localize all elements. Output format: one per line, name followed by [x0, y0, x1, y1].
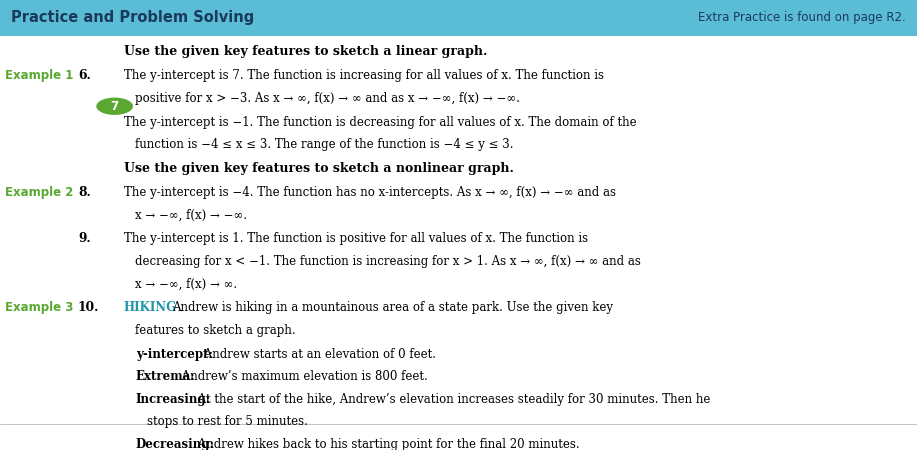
Text: Example 2: Example 2: [5, 186, 73, 199]
Text: function is −4 ≤ x ≤ 3. The range of the function is −4 ≤ y ≤ 3.: function is −4 ≤ x ≤ 3. The range of the…: [135, 138, 514, 151]
Text: Example 3: Example 3: [5, 302, 73, 315]
Text: x → −∞, f(x) → −∞.: x → −∞, f(x) → −∞.: [135, 209, 247, 221]
Text: Example 1: Example 1: [5, 69, 73, 82]
Text: x → −∞, f(x) → ∞.: x → −∞, f(x) → ∞.: [135, 278, 237, 291]
Text: Andrew is hiking in a mountainous area of a state park. Use the given key: Andrew is hiking in a mountainous area o…: [172, 302, 613, 315]
Text: 6.: 6.: [78, 69, 91, 82]
Text: Andrew starts at an elevation of 0 feet.: Andrew starts at an elevation of 0 feet.: [200, 348, 436, 361]
Text: At the start of the hike, Andrew’s elevation increases steadily for 30 minutes. : At the start of the hike, Andrew’s eleva…: [194, 393, 711, 406]
FancyBboxPatch shape: [0, 0, 917, 36]
Text: stops to rest for 5 minutes.: stops to rest for 5 minutes.: [147, 415, 307, 428]
Text: Use the given key features to sketch a nonlinear graph.: Use the given key features to sketch a n…: [124, 162, 514, 175]
Text: Extrema:: Extrema:: [136, 370, 195, 383]
Text: positive for x > −3. As x → ∞, f(x) → ∞ and as x → −∞, f(x) → −∞.: positive for x > −3. As x → ∞, f(x) → ∞ …: [135, 92, 520, 105]
Text: Use the given key features to sketch a linear graph.: Use the given key features to sketch a l…: [124, 45, 487, 58]
Text: Practice and Problem Solving: Practice and Problem Solving: [11, 10, 254, 25]
Text: y-intercept:: y-intercept:: [136, 348, 213, 361]
Text: Andrew’s maximum elevation is 800 feet.: Andrew’s maximum elevation is 800 feet.: [178, 370, 428, 383]
Text: Increasing:: Increasing:: [136, 393, 211, 406]
Text: The y-intercept is −1. The function is decreasing for all values of x. The domai: The y-intercept is −1. The function is d…: [124, 116, 636, 129]
Text: decreasing for x < −1. The function is increasing for x > 1. As x → ∞, f(x) → ∞ : decreasing for x < −1. The function is i…: [135, 255, 641, 268]
Text: 10.: 10.: [78, 302, 99, 315]
Text: The y-intercept is 7. The function is increasing for all values of x. The functi: The y-intercept is 7. The function is in…: [124, 69, 603, 82]
Text: Andrew hikes back to his starting point for the final 20 minutes.: Andrew hikes back to his starting point …: [194, 438, 580, 450]
Text: Extra Practice is found on page R2.: Extra Practice is found on page R2.: [698, 11, 906, 24]
Text: The y-intercept is 1. The function is positive for all values of x. The function: The y-intercept is 1. The function is po…: [124, 233, 588, 245]
Text: features to sketch a graph.: features to sketch a graph.: [135, 324, 295, 337]
Text: 8.: 8.: [78, 186, 91, 199]
Text: 7: 7: [111, 100, 118, 113]
Text: HIKING: HIKING: [124, 302, 177, 315]
Text: 9.: 9.: [78, 233, 91, 245]
Text: The y-intercept is −4. The function has no x-intercepts. As x → ∞, f(x) → −∞ and: The y-intercept is −4. The function has …: [124, 186, 616, 199]
Circle shape: [96, 98, 133, 115]
Text: Decreasing:: Decreasing:: [136, 438, 215, 450]
